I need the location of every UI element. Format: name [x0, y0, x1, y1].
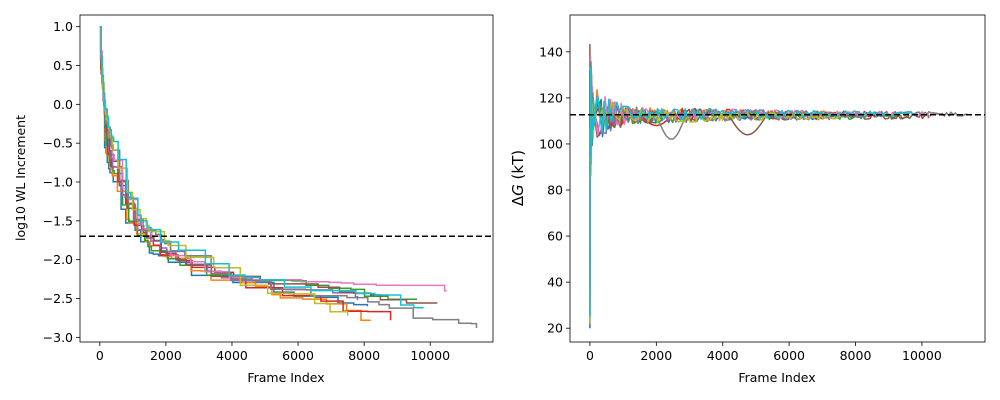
- left-series-line: [99, 25, 349, 316]
- left-series-line: [99, 25, 424, 309]
- right-panel: 0 2000 4000 6000 8000 10000 20 40 60 80 100 120 140…: [509, 14, 986, 385]
- left-axes-frame: [79, 14, 494, 343]
- r-y-tick-label: 80: [547, 183, 563, 198]
- l-y-tick-label: 0.0: [53, 97, 73, 112]
- l-x-tick-label: 0: [96, 348, 104, 363]
- right-y-ticks: 20 40 60 80 100 120 140: [539, 44, 570, 336]
- right-x-ticks: 0 2000 4000 6000 8000 10000: [586, 342, 942, 363]
- left-y-ticks: 1.0 0.5 0.0 −0.5 −1.0 −1.5 −2.0 −2.5 −3.0: [43, 19, 80, 345]
- l-x-tick-label: 6000: [282, 348, 314, 363]
- l-y-tick-label: 0.5: [53, 58, 73, 73]
- r-y-tick-label: 140: [539, 44, 563, 59]
- r-x-tick-label: 2000: [640, 348, 672, 363]
- r-y-tick-label: 40: [547, 275, 563, 290]
- l-x-tick-label: 10000: [410, 348, 450, 363]
- right-y-axis-label: ΔG (kT): [509, 150, 527, 206]
- left-y-axis-label: log10 WL Increment: [13, 115, 28, 241]
- l-x-tick-label: 8000: [348, 348, 380, 363]
- l-y-tick-label: −3.0: [43, 330, 73, 345]
- left-series-group: [99, 25, 478, 328]
- r-x-tick-label: 0: [586, 348, 594, 363]
- right-y-axis-label-delta: Δ: [509, 195, 527, 206]
- r-y-tick-label: 100: [539, 136, 563, 151]
- l-y-tick-label: −1.5: [43, 213, 73, 228]
- right-y-axis-label-unit: (kT): [509, 150, 527, 184]
- r-x-tick-label: 8000: [840, 348, 872, 363]
- l-y-tick-label: −1.0: [43, 174, 73, 189]
- r-y-tick-label: 20: [547, 321, 563, 336]
- left-x-ticks: 0 2000 4000 6000 8000 10000: [96, 342, 450, 363]
- right-y-axis-label-g: G: [509, 184, 527, 196]
- l-x-tick-label: 4000: [216, 348, 248, 363]
- r-y-tick-label: 60: [547, 229, 563, 244]
- r-x-tick-label: 10000: [902, 348, 942, 363]
- l-x-tick-label: 2000: [150, 348, 182, 363]
- l-y-tick-label: −2.0: [43, 252, 73, 267]
- l-y-tick-label: 1.0: [53, 19, 73, 34]
- r-x-tick-label: 4000: [707, 348, 739, 363]
- left-x-axis-label: Frame Index: [247, 370, 324, 385]
- r-x-tick-label: 6000: [773, 348, 805, 363]
- left-panel: 0 2000 4000 6000 8000 10000 1.0 0.5 0.0 −0.5 −1.0…: [13, 14, 494, 385]
- right-x-axis-label: Frame Index: [738, 370, 815, 385]
- l-y-tick-label: −0.5: [43, 136, 73, 151]
- right-axes-frame: [569, 14, 986, 343]
- l-y-tick-label: −2.5: [43, 291, 73, 306]
- r-y-tick-label: 120: [539, 90, 563, 105]
